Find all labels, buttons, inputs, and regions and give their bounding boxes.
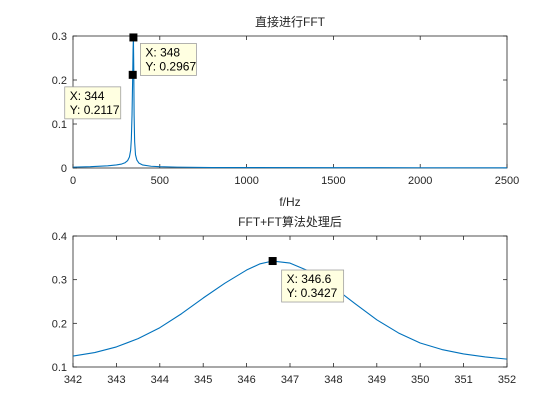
bottom-y-tick-label: 0.3 (52, 275, 67, 287)
bottom-x-tick-label: 350 (411, 374, 429, 386)
top-x-tick-label: 1500 (321, 175, 345, 187)
top-series-line (72, 36, 508, 169)
bottom-x-tick-label: 345 (194, 374, 212, 386)
bottom-x-tick-label: 346 (237, 374, 255, 386)
top-plot-xlabel: f/Hz (279, 195, 300, 209)
datatip-x-text: X: 348 (145, 45, 180, 59)
top-plot-title: 直接进行FFT (255, 14, 326, 29)
top-y-tick-label: 0.3 (52, 31, 67, 43)
bottom-y-tick-label: 0.4 (52, 231, 67, 243)
top-x-tick-label: 1000 (234, 175, 258, 187)
datatip-box (281, 269, 345, 303)
datatip-marker (268, 257, 277, 266)
datatip-marker (129, 33, 138, 42)
bottom-x-tick-label: 344 (151, 374, 169, 386)
bottom-x-tick-label: 351 (454, 374, 472, 386)
bottom-series-line (72, 260, 508, 360)
bottom-x-tick-label: 343 (107, 374, 125, 386)
bottom-datatip: X: 346.6Y: 0.3427 (268, 257, 345, 303)
bottom-x-tick-label: 347 (281, 374, 299, 386)
datatip-y-text: Y: 0.3427 (287, 286, 338, 300)
top-x-tick-label: 2500 (495, 175, 519, 187)
top-y-tick-label: 0 (61, 163, 67, 175)
top-y-tick-label: 0.1 (52, 119, 67, 131)
bottom-x-tick-label: 352 (498, 374, 516, 386)
datatip-x-text: X: 346.6 (287, 272, 332, 286)
bottom-plot: FFT+FT算法处理后 342 343 344 345 346 347 348 349 350 3… (52, 214, 516, 386)
bottom-y-tick-label: 0.1 (52, 362, 67, 374)
bottom-x-tick-label: 342 (64, 374, 82, 386)
bottom-x-tick-label: 349 (368, 374, 386, 386)
top-x-tick-label: 500 (151, 175, 169, 187)
bottom-plot-title: FFT+FT算法处理后 (238, 214, 342, 229)
datatip-y-text: Y: 0.2117 (70, 103, 120, 117)
top-y-tick-label: 0.2 (52, 75, 67, 87)
bottom-y-tick-label: 0.2 (52, 318, 67, 330)
top-x-tick-label: 2000 (408, 175, 432, 187)
top-plot: 直接进行FFT f/Hz 0 500 1000 1500 2000 2500 0 0.1 0.2… (52, 14, 520, 209)
datatip-x-text: X: 344 (70, 89, 105, 103)
bottom-x-tick-label: 348 (324, 374, 342, 386)
datatip-box (64, 86, 122, 120)
datatip-y-text: Y: 0.2967 (145, 59, 196, 73)
datatip-box (140, 43, 197, 76)
datatip-marker (128, 70, 137, 79)
top-x-tick-label: 0 (70, 175, 76, 187)
